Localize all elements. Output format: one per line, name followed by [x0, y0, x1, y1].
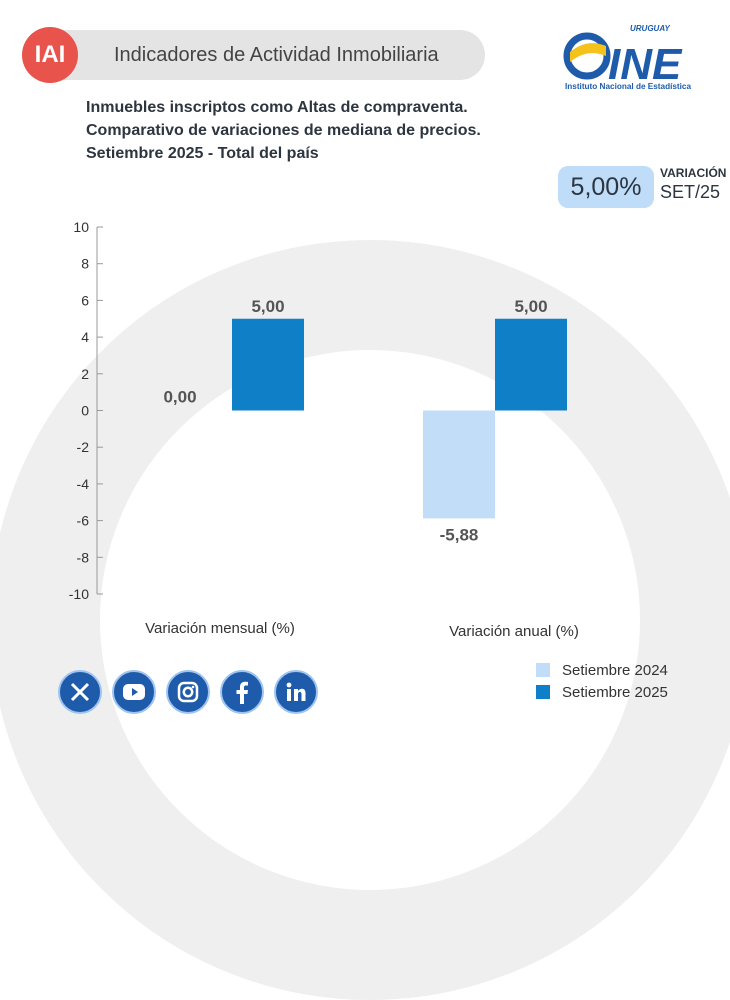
- data-label: 5,00: [514, 297, 547, 316]
- category-label: Variación anual (%): [449, 623, 579, 640]
- logo-main-text: INE: [608, 40, 683, 89]
- data-label: 5,00: [251, 297, 284, 316]
- legend-label-2024: Setiembre 2024: [562, 661, 668, 679]
- y-tick-label: -2: [77, 439, 90, 455]
- y-tick-label: 0: [81, 403, 89, 419]
- y-tick-label: -6: [77, 513, 90, 529]
- subtitle-line-2: Comparativo de variaciones de mediana de…: [86, 122, 481, 139]
- chart-subtitle: Inmuebles inscriptos como Altas de compr…: [86, 96, 481, 165]
- y-tick-label: 2: [81, 366, 89, 382]
- y-tick-label: 8: [81, 256, 89, 272]
- legend-label-2025: Setiembre 2025: [562, 683, 668, 701]
- social-links: [58, 670, 318, 714]
- legend-item-2025: Setiembre 2025: [536, 681, 668, 703]
- variation-value-box: 5,00%: [558, 166, 654, 208]
- iai-badge: IAI: [22, 27, 78, 83]
- data-label: 0,00: [163, 388, 196, 407]
- data-label: -5,88: [440, 525, 479, 544]
- legend-item-2024: Setiembre 2024: [536, 659, 668, 681]
- legend-swatch-2024: [536, 663, 550, 677]
- bar: [495, 318, 567, 411]
- y-tick-label: 10: [73, 219, 89, 235]
- y-tick-label: 6: [81, 292, 89, 308]
- chart-legend: Setiembre 2024 Setiembre 2025: [536, 659, 668, 703]
- legend-swatch-2025: [536, 685, 550, 699]
- logo-sub-text: Instituto Nacional de Estadística: [565, 82, 691, 91]
- variation-label-top: VARIACIÓN: [660, 166, 727, 180]
- youtube-icon[interactable]: [112, 670, 156, 714]
- bar: [232, 318, 304, 411]
- category-label: Variación mensual (%): [145, 620, 295, 637]
- bar: [423, 410, 495, 519]
- instagram-icon[interactable]: [166, 670, 210, 714]
- y-tick-label: -4: [77, 476, 90, 492]
- x-icon[interactable]: [58, 670, 102, 714]
- facebook-icon[interactable]: [220, 670, 264, 714]
- logo-top-text: URUGUAY: [630, 24, 671, 33]
- header-title: Indicadores de Actividad Inmobiliaria: [114, 44, 439, 66]
- y-tick-label: 4: [81, 329, 89, 345]
- y-tick-label: -8: [77, 549, 90, 565]
- subtitle-line-1: Inmuebles inscriptos como Altas de compr…: [86, 99, 468, 116]
- linkedin-icon[interactable]: [274, 670, 318, 714]
- header-bar: IAI Indicadores de Actividad Inmobiliari…: [22, 27, 485, 83]
- y-tick-label: -10: [69, 586, 89, 602]
- subtitle-line-3: Setiembre 2025 - Total del país: [86, 145, 319, 162]
- ine-logo: URUGUAY INE Instituto Nacional de Estadí…: [563, 24, 691, 91]
- variation-label-bottom: SET/25: [660, 182, 721, 202]
- bar-chart: 10 8 6 4 2 0 -2 -4 -6 -8 -10 0,00 -5,88 5,00 5,00 Varia…: [69, 219, 579, 640]
